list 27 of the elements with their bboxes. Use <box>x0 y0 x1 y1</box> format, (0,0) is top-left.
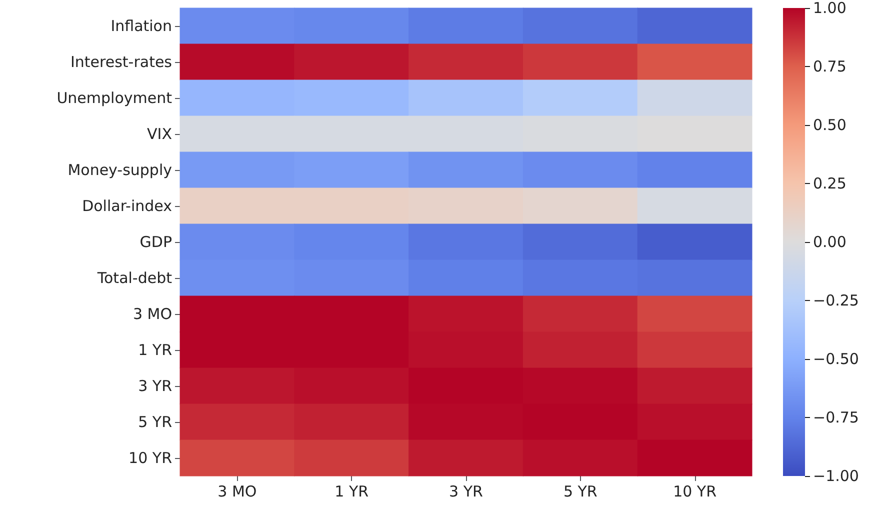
y-tick-label: Dollar-index <box>82 197 172 215</box>
x-tick-label: 1 YR <box>334 482 369 500</box>
x-tick-label: 10 YR <box>673 482 717 500</box>
y-tick-label: VIX <box>147 125 172 143</box>
color-bar-label: −0.75 <box>813 408 859 426</box>
y-tick-label: 3 YR <box>138 377 172 395</box>
color-bar-label: 0.50 <box>813 116 846 134</box>
y-tick-label: Unemployment <box>56 89 172 107</box>
y-tick-label: 3 MO <box>132 305 172 323</box>
y-tick-label: Money-supply <box>68 161 172 179</box>
y-tick-label: GDP <box>140 233 172 251</box>
color-bar-label: 0.00 <box>813 233 846 251</box>
y-tick-label: 10 YR <box>128 449 172 467</box>
color-bar-label: −0.50 <box>813 350 859 368</box>
color-bar-label: −1.00 <box>813 467 859 485</box>
x-tick-label: 5 YR <box>563 482 598 500</box>
x-tick-label: 3 MO <box>218 482 257 500</box>
y-tick-label: 5 YR <box>138 413 172 431</box>
y-tick-label: Interest-rates <box>70 53 172 71</box>
color-bar-label: 0.25 <box>813 174 846 192</box>
y-tick-label: 1 YR <box>138 341 172 359</box>
y-tick-label: Total-debt <box>96 269 172 287</box>
y-tick-label: Inflation <box>110 17 172 35</box>
color-bar-label: −0.25 <box>813 292 859 310</box>
x-tick-label: 3 YR <box>449 482 483 500</box>
color-bar-label: 1.00 <box>813 0 846 17</box>
color-bar-label: 0.75 <box>813 58 846 76</box>
